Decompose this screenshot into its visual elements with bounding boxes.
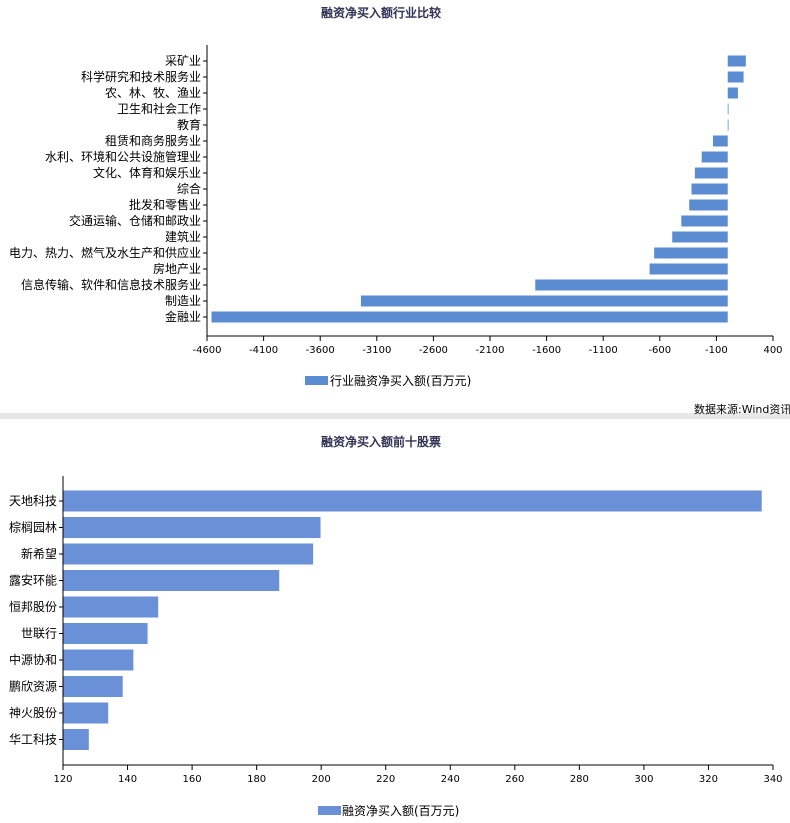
category-label: 棕榈园林	[9, 520, 57, 535]
category-label: 采矿业	[165, 54, 201, 68]
x-tick-label: 260	[505, 774, 524, 785]
category-label: 鹏欣资源	[9, 680, 57, 694]
category-label: 综合	[177, 181, 201, 196]
bar-8	[63, 676, 123, 697]
top10-chart: 融资净买入额前十股票 天地科技棕榈园林新希望露安环能恒邦股份世联行中源协和鹏欣资…	[9, 434, 783, 818]
category-label: 天地科技	[9, 494, 57, 508]
industry-legend: 行业融资净买入额(百万元)	[305, 374, 471, 388]
chart-divider	[0, 413, 790, 419]
x-tick-label: 140	[118, 774, 137, 785]
bar-2	[63, 517, 321, 538]
category-label: 中源协和	[9, 652, 57, 667]
category-label: 教育	[177, 117, 201, 132]
category-label: 水利、环境和公共设施管理业	[45, 149, 201, 164]
bar-1	[727, 55, 746, 67]
bar-1	[63, 490, 762, 512]
x-tick-label: 220	[376, 774, 395, 785]
x-tick-label: 340	[763, 774, 782, 785]
industry-category-labels: 采矿业科学研究和技术服务业农、林、牧、渔业卫生和社会工作教育租赁和商务服务业水利…	[9, 54, 207, 324]
category-label: 文化、体育和娱乐业	[93, 165, 201, 180]
x-tick-label: -2600	[419, 345, 448, 356]
top10-chart-title: 融资净买入额前十股票	[321, 434, 441, 449]
industry-legend-label: 行业融资净买入额(百万元)	[330, 374, 471, 388]
x-tick-label: -4600	[192, 345, 221, 356]
x-tick-label: -2100	[475, 345, 504, 356]
category-label: 电力、热力、燃气及水生产和供应业	[9, 245, 201, 260]
category-label: 华工科技	[9, 733, 57, 747]
category-label: 卫生和社会工作	[117, 101, 201, 116]
category-label: 神火股份	[9, 706, 57, 720]
bar-13	[654, 247, 728, 259]
x-tick-label: -600	[648, 345, 671, 356]
bar-10	[689, 199, 728, 211]
bar-15	[535, 279, 728, 291]
category-label: 建筑业	[165, 229, 201, 244]
top10-bars	[63, 490, 762, 750]
x-tick-label: 180	[247, 774, 266, 785]
x-tick-label: -3100	[362, 345, 391, 356]
bar-14	[649, 263, 728, 275]
industry-x-ticks: -4600 -4100 -3600 -3100 -2600 -2100 -1600 -1100…	[192, 336, 783, 356]
bar-17	[211, 311, 728, 323]
category-label: 新希望	[21, 546, 57, 561]
category-label: 金融业	[165, 309, 201, 324]
bar-9	[691, 183, 728, 195]
x-tick-label: -1600	[532, 345, 561, 356]
x-tick-label: -4100	[249, 345, 278, 356]
bar-5	[63, 596, 159, 618]
category-label: 世联行	[21, 627, 57, 641]
bar-3	[727, 87, 738, 99]
category-label: 露安环能	[9, 573, 57, 588]
bar-10	[63, 729, 89, 750]
x-tick-label: 280	[570, 774, 589, 785]
industry-bars	[211, 55, 746, 323]
industry-legend-swatch	[305, 376, 328, 385]
category-label: 房地产业	[153, 261, 201, 276]
top10-legend-swatch	[318, 806, 341, 815]
bar-4	[727, 103, 729, 115]
bar-16	[360, 295, 728, 307]
x-tick-label: 400	[763, 345, 782, 356]
bar-6	[63, 623, 148, 644]
x-tick-label: 200	[312, 774, 331, 785]
data-source-note: 数据来源:Wind资讯	[694, 402, 790, 416]
x-tick-label: -3600	[306, 345, 335, 356]
bar-8	[694, 167, 728, 179]
bar-2	[727, 71, 744, 83]
category-label: 科学研究和技术服务业	[81, 69, 201, 84]
bar-5	[727, 119, 729, 131]
bar-7	[63, 649, 134, 671]
x-tick-label: 160	[183, 774, 202, 785]
top10-x-ticks: 120 140 160 180 200 220 240 260 280 300 320 340	[53, 765, 783, 785]
category-label: 信息传输、软件和信息技术服务业	[21, 277, 201, 292]
bar-11	[681, 215, 728, 227]
bar-7	[701, 151, 728, 163]
x-tick-label: 240	[441, 774, 460, 785]
x-tick-label: -100	[705, 345, 728, 356]
industry-chart-title: 融资净买入额行业比较	[321, 5, 441, 20]
top10-legend: 融资净买入额(百万元)	[318, 804, 459, 818]
category-label: 租赁和商务服务业	[105, 133, 201, 148]
industry-chart: 融资净买入额行业比较 采矿业科学研究和技术服务业农、林、牧、渔业卫生和社会工作教…	[9, 5, 783, 388]
x-tick-label: -1100	[589, 345, 618, 356]
category-label: 农、林、牧、渔业	[105, 86, 201, 100]
bar-4	[63, 570, 280, 591]
bar-3	[63, 543, 314, 565]
x-tick-label: 120	[53, 774, 72, 785]
bar-6	[713, 135, 728, 147]
bar-9	[63, 702, 109, 724]
bar-12	[672, 231, 728, 243]
x-tick-label: 320	[699, 774, 718, 785]
category-label: 交通运输、仓储和邮政业	[69, 213, 201, 228]
category-label: 恒邦股份	[9, 600, 57, 614]
x-tick-label: 300	[634, 774, 653, 785]
category-label: 批发和零售业	[129, 197, 201, 212]
category-label: 制造业	[165, 294, 201, 308]
top10-legend-label: 融资净买入额(百万元)	[342, 804, 459, 818]
